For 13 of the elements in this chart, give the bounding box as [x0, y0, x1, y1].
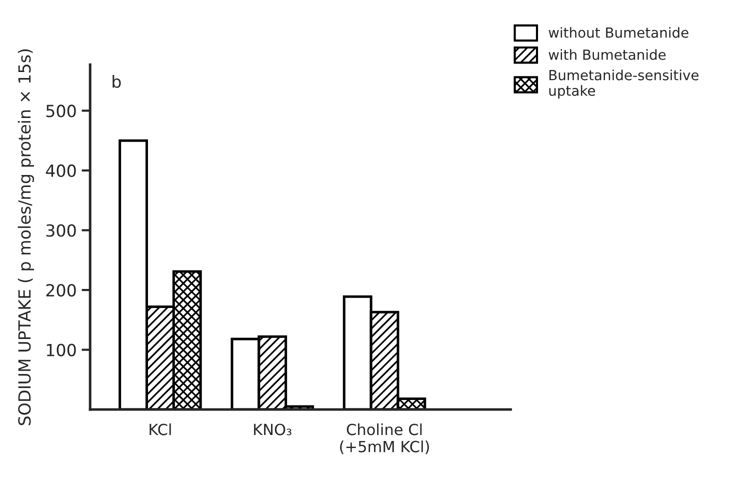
y-tick-label: 400	[46, 164, 76, 178]
legend-label: with Bumetanide	[548, 49, 666, 60]
y-tick-label: 300	[46, 224, 76, 237]
y-axis-title: SODIUM UPTAKE ( p moles/mg protein × 15s)	[18, 49, 34, 426]
x-tick-label: KNO₃	[254, 424, 292, 436]
legend-label: without Bumetanide	[548, 27, 688, 38]
x-tick-label: KCl	[150, 423, 171, 436]
y-tick-label: 200	[46, 284, 76, 297]
x-tick-label: Choline Cl (+5mM KCl)	[340, 423, 429, 454]
annotation: b	[112, 75, 121, 88]
legend-label: Bumetanide-sensitive uptake	[549, 70, 699, 99]
y-tick-label: 100	[46, 344, 76, 356]
y-tick-label: 500	[46, 104, 76, 118]
